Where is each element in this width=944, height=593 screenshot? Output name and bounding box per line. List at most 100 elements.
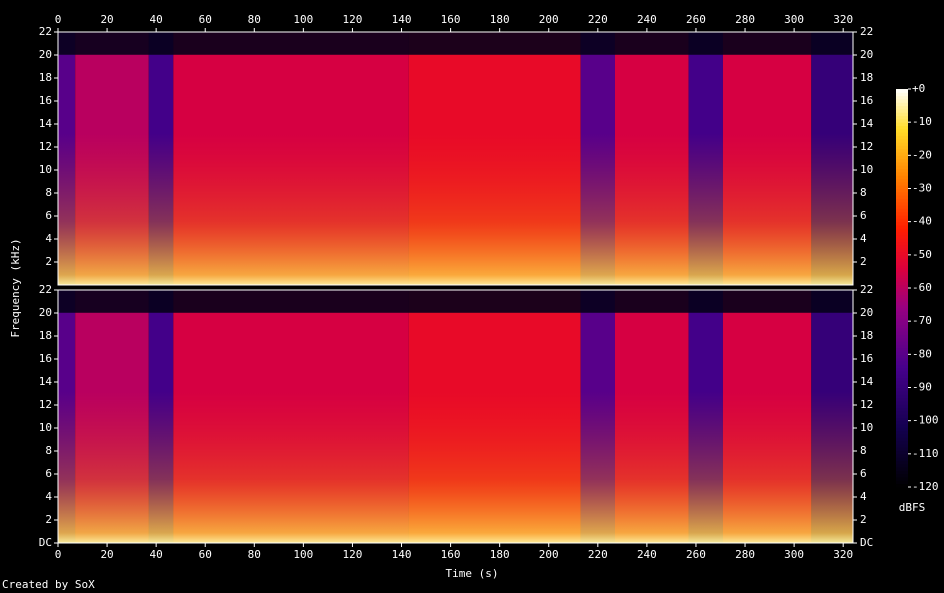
colorbar-step xyxy=(896,294,908,299)
x-tick-label: 20 xyxy=(100,548,113,561)
colorbar-step xyxy=(896,443,908,448)
colorbar-step xyxy=(896,215,908,219)
y-tick-label: 22 xyxy=(860,283,873,296)
colorbar-step xyxy=(896,480,908,485)
x-tick-label: 260 xyxy=(686,13,706,26)
colorbar-tick-label: -100 xyxy=(912,414,939,427)
colorbar-step xyxy=(896,397,908,402)
colorbar-step xyxy=(896,467,908,471)
colorbar-step xyxy=(896,301,908,306)
colorbar-step xyxy=(896,211,908,216)
colorbar-tick-label: -60 xyxy=(912,281,932,294)
colorbar-step xyxy=(896,185,908,189)
x-tick-label: 60 xyxy=(199,548,212,561)
colorbar-step xyxy=(896,254,908,259)
x-tick-label: 180 xyxy=(490,548,510,561)
colorbar-tick-label: -20 xyxy=(912,148,932,161)
colorbar-step xyxy=(896,470,908,475)
colorbar-step xyxy=(896,364,908,369)
x-tick-label: 300 xyxy=(784,548,804,561)
colorbar-tick-label: -10 xyxy=(912,115,932,128)
x-tick-label: 100 xyxy=(293,548,313,561)
x-tick-label: 220 xyxy=(588,548,608,561)
colorbar-step xyxy=(896,158,908,163)
colorbar-step xyxy=(896,377,908,382)
colorbar-step xyxy=(896,440,908,445)
x-axis-label: Time (s) xyxy=(446,567,499,580)
colorbar-step xyxy=(896,463,908,468)
x-tick-label: 120 xyxy=(343,13,363,26)
y-tick-label: 6 xyxy=(45,209,52,222)
colorbar-tick-label: -120 xyxy=(912,480,939,493)
colorbar-step xyxy=(896,132,908,136)
colorbar-step xyxy=(896,404,908,408)
y-tick-label: 22 xyxy=(860,25,873,38)
colorbar-step xyxy=(896,357,908,362)
colorbar-step xyxy=(896,334,908,339)
colorbar-step xyxy=(896,423,908,428)
x-tick-label: 200 xyxy=(539,548,559,561)
x-tick-label: 260 xyxy=(686,548,706,561)
nyquist-band xyxy=(58,32,853,55)
colorbar-step xyxy=(896,89,908,93)
colorbar-tick-label: -80 xyxy=(912,347,932,360)
colorbar-step xyxy=(896,477,908,481)
footer: Created by SoX xyxy=(2,578,95,591)
x-tick-label: 0 xyxy=(55,548,62,561)
colorbar-step xyxy=(896,135,908,140)
x-tick-label: 240 xyxy=(637,13,657,26)
colorbar-step xyxy=(896,394,908,398)
colorbar-step xyxy=(896,351,908,355)
colorbar-step xyxy=(896,453,908,458)
colorbar-step xyxy=(896,261,908,266)
x-tick-label: 160 xyxy=(441,13,461,26)
y-tick-label: 2 xyxy=(860,513,867,526)
colorbar-tick-label: -40 xyxy=(912,215,932,228)
y-tick-label: 10 xyxy=(39,421,52,434)
colorbar-step xyxy=(896,420,908,425)
y-tick-label: 20 xyxy=(39,306,52,319)
colorbar-tick-label: -50 xyxy=(912,248,932,261)
y-tick-label: 16 xyxy=(39,352,52,365)
colorbar-step xyxy=(896,288,908,292)
colorbar-step xyxy=(896,142,908,146)
colorbar-step xyxy=(896,321,908,325)
colorbar-step xyxy=(896,221,908,226)
x-tick-label: 60 xyxy=(199,13,212,26)
x-tick-label: 80 xyxy=(248,548,261,561)
colorbar-step xyxy=(896,360,908,365)
colorbar-step xyxy=(896,238,908,243)
colorbar-step xyxy=(896,400,908,405)
y-tick-label: 8 xyxy=(45,444,52,457)
colorbar-step xyxy=(896,118,908,123)
x-tick-label: 320 xyxy=(833,13,853,26)
colorbar-step xyxy=(896,433,908,438)
y-tick-label: 16 xyxy=(860,94,873,107)
colorbar-step xyxy=(896,437,908,442)
colorbar-step xyxy=(896,152,908,156)
y-tick-label: 10 xyxy=(860,163,873,176)
x-tick-label: 120 xyxy=(343,548,363,561)
colorbar-step xyxy=(896,307,908,312)
y-tick-label: 4 xyxy=(860,490,867,503)
colorbar-step xyxy=(896,384,908,388)
colorbar-step xyxy=(896,380,908,385)
colorbar-step xyxy=(896,271,908,276)
y-tick-label: 16 xyxy=(39,94,52,107)
colorbar-step xyxy=(896,281,908,286)
colorbar-step xyxy=(896,367,908,372)
x-tick-label: 140 xyxy=(392,13,412,26)
y-tick-label: 20 xyxy=(39,48,52,61)
y-tick-label: 2 xyxy=(45,255,52,268)
y-tick-label: 18 xyxy=(39,71,52,84)
colorbar-step xyxy=(896,231,908,236)
colorbar-step xyxy=(896,201,908,206)
y-tick-label: 18 xyxy=(860,71,873,84)
low-frequency-energy xyxy=(58,290,853,543)
y-tick-label: 20 xyxy=(860,48,873,61)
colorbar-step xyxy=(896,168,908,173)
y-tick-label: DC xyxy=(39,536,52,549)
colorbar-step xyxy=(896,112,908,117)
x-tick-label: 80 xyxy=(248,13,261,26)
